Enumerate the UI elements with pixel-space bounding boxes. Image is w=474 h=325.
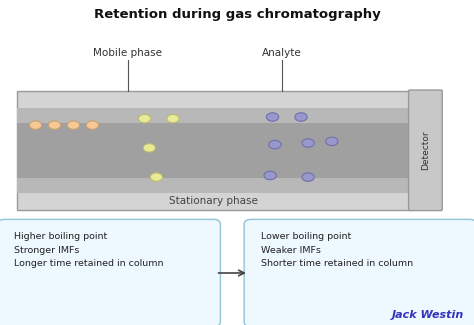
Circle shape (295, 113, 307, 121)
Circle shape (302, 139, 314, 147)
Circle shape (326, 137, 338, 146)
Bar (17, 91, 410, 210)
Text: Lower boiling point
Weaker IMFs
Shorter time retained in column: Lower boiling point Weaker IMFs Shorter … (261, 232, 413, 268)
Circle shape (167, 114, 179, 123)
Circle shape (269, 140, 281, 149)
Circle shape (86, 121, 99, 129)
FancyBboxPatch shape (0, 219, 220, 325)
Text: Higher boiling point
Stronger IMFs
Longer time retained in column: Higher boiling point Stronger IMFs Longe… (14, 232, 164, 268)
Bar (17, 123, 410, 177)
FancyBboxPatch shape (409, 90, 442, 211)
Circle shape (264, 171, 276, 180)
Circle shape (48, 121, 61, 129)
Circle shape (29, 121, 42, 129)
Text: Stationary phase: Stationary phase (169, 196, 258, 206)
FancyBboxPatch shape (244, 219, 474, 325)
Bar (17, 108, 410, 193)
Text: Jack Westin: Jack Westin (392, 310, 465, 320)
Text: Retention during gas chromatography: Retention during gas chromatography (94, 8, 380, 21)
Text: Mobile phase: Mobile phase (93, 48, 163, 58)
Circle shape (138, 114, 151, 123)
Circle shape (150, 173, 163, 181)
Circle shape (266, 113, 279, 121)
Text: Detector: Detector (421, 131, 430, 170)
Circle shape (302, 173, 314, 181)
Circle shape (67, 121, 80, 129)
Circle shape (143, 144, 155, 152)
Text: Analyte: Analyte (262, 48, 302, 58)
